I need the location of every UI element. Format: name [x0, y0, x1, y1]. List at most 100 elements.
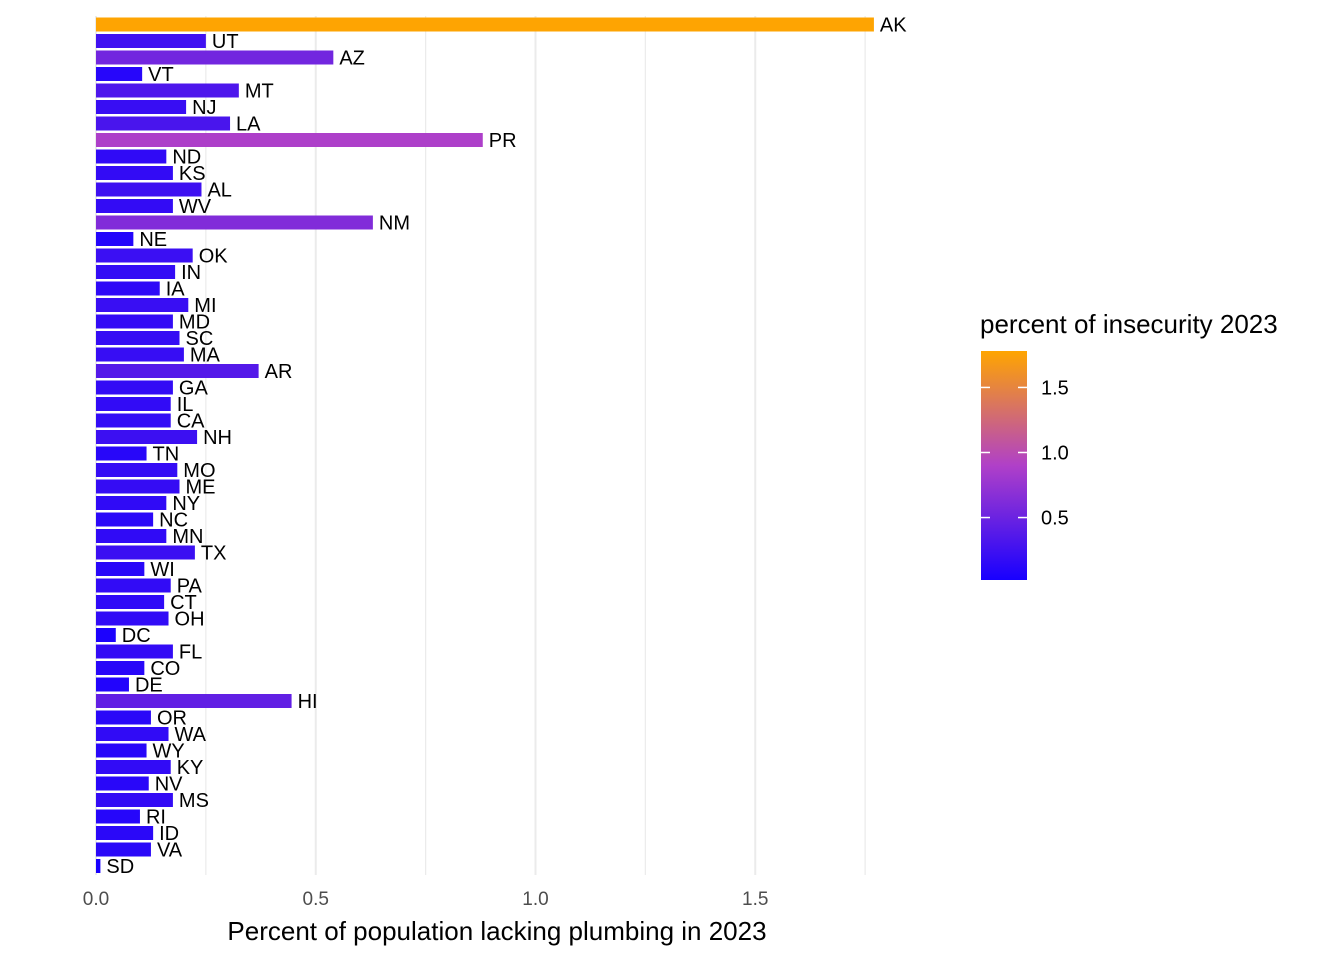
bar-label-vt: VT [148, 64, 174, 86]
x-axis-title: Percent of population lacking plumbing i… [227, 916, 766, 946]
bar-wi [96, 562, 145, 576]
bar-label-de: DE [135, 675, 163, 697]
bar-label-sc: SC [186, 328, 214, 350]
bar-label-nm: NM [379, 213, 410, 235]
bar-label-wi: WI [150, 559, 174, 581]
bar-label-ny: NY [172, 493, 200, 515]
bar-sc [96, 331, 180, 345]
bar-pa [96, 578, 171, 593]
legend-colorbar [981, 351, 1027, 580]
bar-tn [96, 446, 147, 461]
bar-label-ct: CT [170, 592, 197, 614]
bar-label-va: VA [157, 840, 183, 862]
bar-label-ca: CA [177, 411, 205, 433]
bar-label-wv: WV [179, 196, 212, 218]
x-tick-label: 0.0 [83, 889, 109, 910]
bar-nh [96, 430, 198, 444]
bar-oh [96, 611, 169, 626]
bar-label-sd: SD [106, 856, 134, 878]
bar-label-id: ID [159, 823, 179, 845]
bar-ca [96, 413, 171, 428]
legend: percent of insecurity 2023 0.5 1.0 1.5 [980, 309, 1278, 580]
bar-ny [96, 496, 167, 510]
bar-label-ok: OK [199, 246, 229, 268]
bar-me [96, 479, 180, 494]
bar-nv [96, 776, 149, 791]
bar-nc [96, 512, 154, 527]
legend-tick-label: 0.5 [1041, 508, 1069, 530]
bar-label-ri: RI [146, 807, 166, 829]
legend-ticks: 0.5 1.0 1.5 [981, 377, 1069, 530]
legend-tick-label: 1.0 [1041, 442, 1069, 464]
bar-label-pr: PR [489, 130, 517, 152]
bar-ok [96, 248, 193, 263]
bar-label-oh: OH [175, 609, 205, 631]
bar-label-nv: NV [155, 774, 183, 796]
legend-tick-label: 1.5 [1041, 377, 1069, 399]
bar-ky [96, 760, 171, 774]
bar-pr [96, 133, 483, 147]
bar-ga [96, 380, 173, 395]
bar-wa [96, 727, 169, 741]
bar-label-ma: MA [190, 345, 221, 367]
bar-de [96, 677, 129, 692]
x-tick-label: 1.0 [522, 889, 548, 910]
bar-ak [96, 17, 874, 32]
bar-mn [96, 529, 167, 543]
bar-label-ms: MS [179, 790, 209, 812]
bar-ne [96, 232, 134, 246]
bar-fl [96, 644, 173, 659]
bar-label-ks: KS [179, 163, 206, 185]
bar-ct [96, 595, 165, 609]
bar-label-nh: NH [203, 427, 232, 449]
bar-label-ar: AR [265, 361, 293, 383]
bar-label-md: MD [179, 312, 210, 334]
bar-label-hi: HI [298, 691, 318, 713]
bar-wy [96, 743, 147, 758]
bar-label-il: IL [177, 394, 194, 416]
x-tick-label: 1.5 [742, 889, 768, 910]
bar-ks [96, 166, 173, 180]
bar-label-tx: TX [201, 543, 227, 565]
bar-label-dc: DC [122, 625, 151, 647]
bars [96, 17, 874, 873]
bar-ut [96, 34, 206, 48]
bar-label-wy: WY [153, 741, 185, 763]
bar-label-ak: AK [880, 15, 907, 37]
bar-ia [96, 281, 160, 296]
bar-label-az: AZ [339, 48, 365, 70]
bar-label-ne: NE [139, 229, 167, 251]
bar-nd [96, 149, 167, 164]
bar-va [96, 842, 151, 857]
bar-label-mt: MT [245, 81, 274, 103]
bar-label-mn: MN [172, 526, 203, 548]
bar-label-co: CO [150, 658, 180, 680]
bar-label-fl: FL [179, 642, 202, 664]
bar-sd [96, 859, 101, 873]
bar-ri [96, 809, 140, 824]
bar-label-nj: NJ [192, 97, 216, 119]
bar-ar [96, 364, 259, 378]
bar-in [96, 265, 176, 279]
bar-il [96, 397, 171, 411]
legend-title: percent of insecurity 2023 [980, 309, 1278, 339]
bar-al [96, 182, 202, 197]
bar-or [96, 710, 151, 725]
bar-label-al: AL [207, 180, 231, 202]
bar-mt [96, 83, 239, 98]
bar-hi [96, 694, 292, 708]
bar-tx [96, 545, 195, 560]
bar-nm [96, 215, 373, 230]
bar-label-in: IN [181, 262, 201, 284]
bar-co [96, 661, 145, 675]
bar-label-nd: ND [172, 147, 201, 169]
bar-label-or: OR [157, 708, 187, 730]
bar-label-pa: PA [177, 576, 203, 598]
bar-label-ga: GA [179, 378, 209, 400]
bar-label-ky: KY [177, 757, 204, 779]
bar-nj [96, 100, 187, 114]
bar-vt [96, 67, 143, 81]
gridlines [95, 16, 866, 875]
